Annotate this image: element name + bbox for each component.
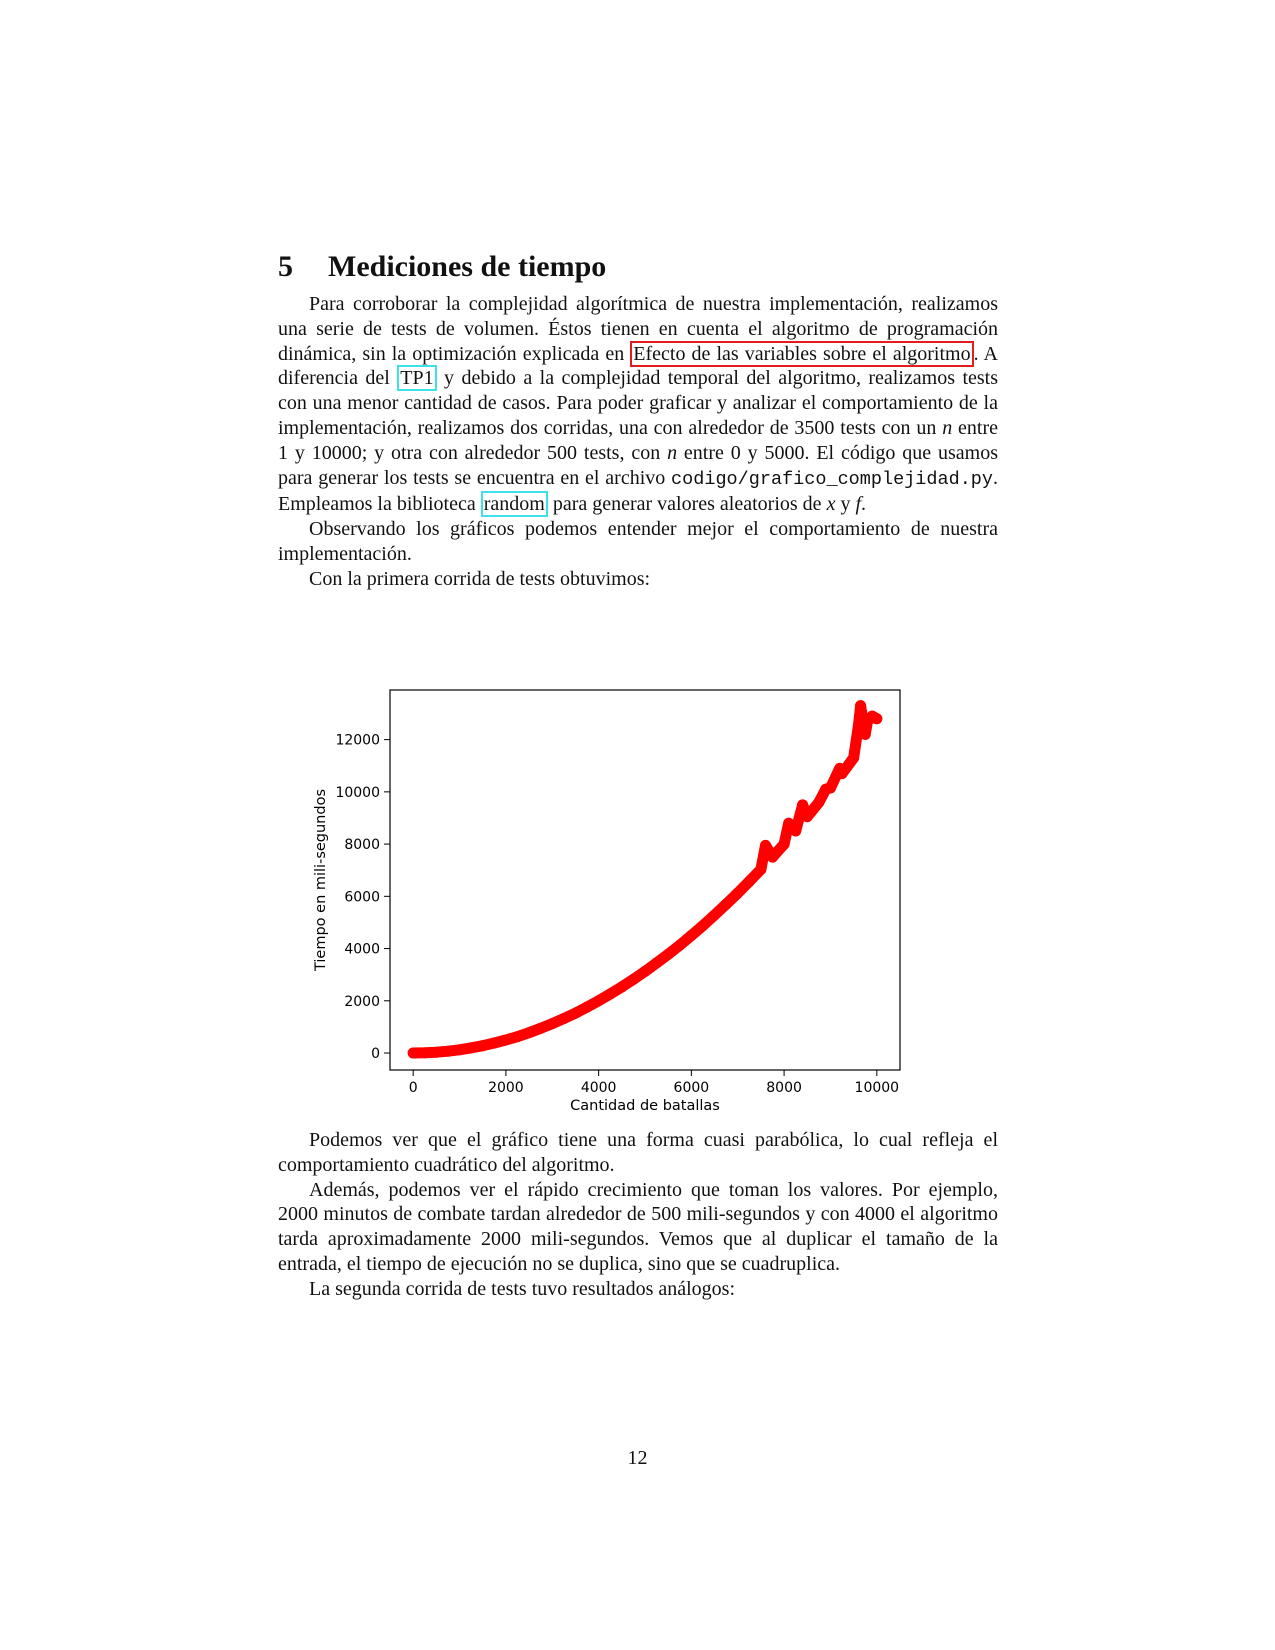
paragraph-text: . A diferencia del bbox=[278, 342, 998, 390]
section-title: Mediciones de tiempo bbox=[328, 250, 607, 283]
link-random[interactable]: random bbox=[480, 491, 548, 518]
scatter-point bbox=[755, 863, 767, 875]
paragraph-text: . Empleamos la biblioteca bbox=[278, 466, 998, 516]
scatter-point bbox=[855, 700, 867, 712]
section-heading: 5 Mediciones de tiempo bbox=[278, 250, 606, 284]
scatter-point bbox=[593, 995, 605, 1007]
scatter-point bbox=[465, 1042, 477, 1054]
scatter-point bbox=[743, 875, 755, 887]
y-axis-label: Tiempo en mili-segundos bbox=[313, 789, 329, 972]
y-tick-label: 12000 bbox=[335, 733, 380, 749]
scatter-point bbox=[477, 1040, 489, 1052]
scatter-point bbox=[604, 988, 616, 1000]
scatter-point bbox=[581, 1001, 593, 1013]
x-tick-label: 0 bbox=[409, 1080, 418, 1096]
math-variable-n: n bbox=[667, 441, 678, 464]
link-efecto-variables[interactable]: Efecto de las variables sobre el algorit… bbox=[630, 340, 974, 367]
x-tick-label: 6000 bbox=[674, 1080, 710, 1096]
paragraph-text: entre 0 y 5000. El código que usamos par… bbox=[278, 441, 998, 489]
scatter-point bbox=[709, 909, 721, 921]
scatter-point bbox=[767, 851, 778, 863]
section-number: 5 bbox=[278, 250, 293, 283]
link-tp1[interactable]: TP1 bbox=[397, 365, 437, 392]
paragraph-text: para generar valores aleatorios de bbox=[547, 493, 827, 516]
scatter-point bbox=[454, 1044, 466, 1056]
scatter-point bbox=[662, 948, 674, 960]
math-variable-x: x bbox=[826, 493, 836, 516]
scatter-point bbox=[639, 965, 651, 977]
paragraph-crecimiento: Además, podemos ver el rápido crecimient… bbox=[278, 1178, 998, 1275]
scatter-point bbox=[760, 839, 772, 851]
x-tick-label: 8000 bbox=[766, 1080, 802, 1096]
math-variable-f: f bbox=[855, 493, 862, 516]
y-tick-label: 0 bbox=[371, 1046, 380, 1062]
code-file-path: codigo/grafico_complejidad.py bbox=[671, 468, 993, 490]
x-tick-label: 10000 bbox=[855, 1080, 900, 1096]
scatter-point bbox=[523, 1027, 535, 1039]
scatter-point bbox=[852, 721, 864, 733]
scatter-point bbox=[859, 728, 871, 740]
scatter-point bbox=[778, 838, 790, 850]
x-tick-label: 2000 bbox=[488, 1080, 524, 1096]
complexity-chart: 0 2000 4000 6000 8000 10000 12000 0 2000 4000 600… bbox=[300, 680, 940, 1140]
scatter-point bbox=[419, 1047, 431, 1059]
scatter-point bbox=[848, 752, 860, 764]
scatter-point bbox=[500, 1034, 512, 1046]
scatter-point bbox=[442, 1045, 454, 1057]
intro-text-block: Para corroborar la complejidad algorítmi… bbox=[278, 292, 998, 592]
scatter-point bbox=[813, 796, 825, 808]
paragraph-forma-parabolica: Podemos ver que el gráfico tiene una for… bbox=[278, 1129, 998, 1176]
x-axis: 0 2000 4000 6000 8000 10000 bbox=[409, 1070, 899, 1096]
chart-svg: 0 2000 4000 6000 8000 10000 12000 0 2000 4000 600… bbox=[313, 689, 901, 1114]
y-tick-label: 8000 bbox=[344, 837, 380, 853]
analysis-text-block: Podemos ver que el gráfico tiene una for… bbox=[278, 1128, 998, 1302]
paragraph-text: y debido a la complejidad temporal del a… bbox=[278, 367, 999, 439]
scatter-point bbox=[558, 1013, 570, 1025]
scatter-point bbox=[836, 768, 848, 780]
scatter-point bbox=[535, 1022, 547, 1034]
scatter-point bbox=[685, 929, 697, 941]
scatter-point bbox=[674, 939, 686, 951]
y-tick-label: 6000 bbox=[344, 889, 380, 905]
y-tick-label: 10000 bbox=[335, 785, 380, 801]
y-tick-label: 4000 bbox=[344, 942, 380, 958]
scatter-point bbox=[783, 817, 795, 829]
paragraph-text: entre 1 y 10000; y otra con alrededor 50… bbox=[278, 416, 998, 464]
scatter-point bbox=[627, 973, 639, 985]
paragraph-intro: Para corroborar la complejidad algorítmi… bbox=[278, 292, 999, 518]
scatter-point bbox=[732, 887, 744, 899]
scatter-point bbox=[797, 799, 809, 811]
plot-frame bbox=[389, 689, 901, 1071]
scatter-point bbox=[651, 957, 663, 969]
scatter-points bbox=[407, 700, 883, 1059]
scatter-point bbox=[824, 782, 836, 794]
math-variable-n: n bbox=[942, 416, 953, 439]
x-axis-label: Cantidad de batallas bbox=[570, 1098, 720, 1114]
scatter-point bbox=[720, 898, 732, 910]
scatter-point bbox=[407, 1047, 419, 1059]
paragraph-primera-corrida: Con la primera corrida de tests obtuvimo… bbox=[309, 567, 651, 590]
scatter-point bbox=[430, 1046, 442, 1058]
scatter-point bbox=[801, 811, 813, 823]
page-number: 12 bbox=[627, 1447, 648, 1469]
y-tick-label: 2000 bbox=[344, 994, 380, 1010]
scatter-point bbox=[697, 920, 709, 932]
paragraph-segunda-corrida: La segunda corrida de tests tuvo resulta… bbox=[309, 1277, 735, 1300]
paragraph-text: . bbox=[861, 493, 867, 516]
scatter-point bbox=[569, 1007, 581, 1019]
scatter-point bbox=[790, 825, 802, 837]
scatter-point bbox=[616, 981, 628, 993]
x-tick-label: 4000 bbox=[581, 1080, 617, 1096]
scatter-point bbox=[546, 1018, 558, 1030]
paragraph-text: y bbox=[835, 493, 856, 516]
paragraph-observando: Observando los gráficos podemos entender… bbox=[278, 518, 998, 565]
paragraph-text: Para corroborar la complejidad algorítmi… bbox=[278, 293, 998, 365]
scatter-point bbox=[512, 1031, 523, 1043]
scatter-point bbox=[488, 1037, 500, 1049]
scatter-point bbox=[871, 713, 883, 725]
y-axis: 0 2000 4000 6000 8000 10000 12000 bbox=[335, 733, 390, 1062]
